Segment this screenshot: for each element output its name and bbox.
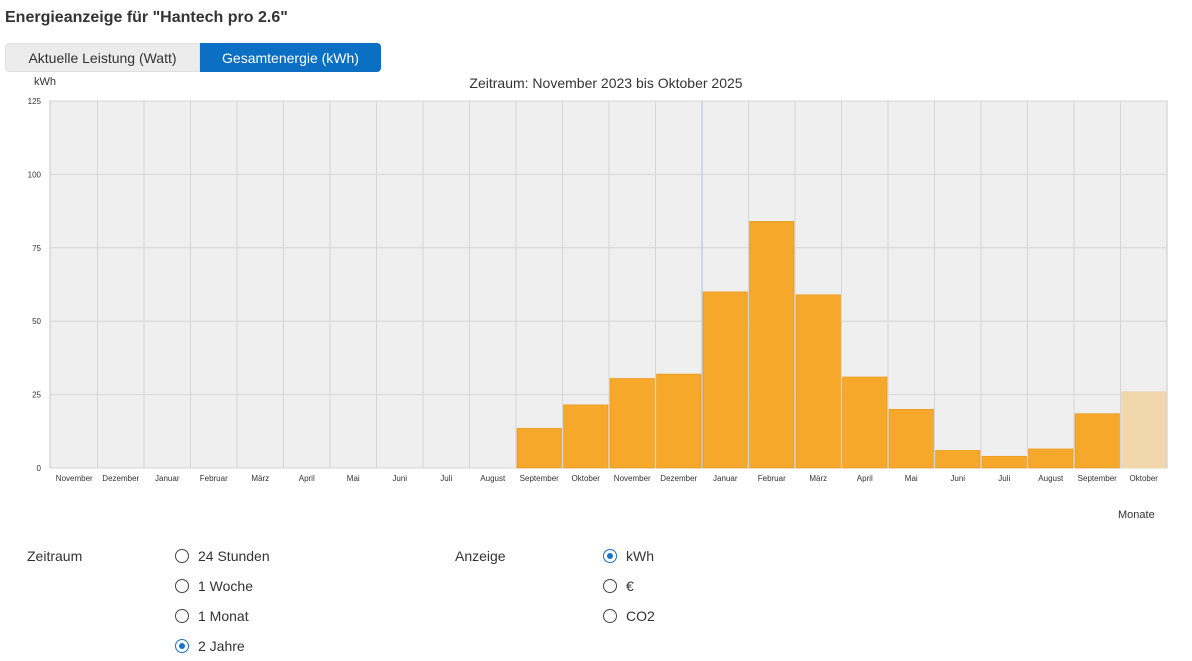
radio-button[interactable] <box>175 549 189 563</box>
radio-label: 24 Stunden <box>198 548 270 564</box>
x-tick-label: November <box>56 474 93 483</box>
x-tick-label: August <box>1038 474 1064 483</box>
x-tick-label: September <box>520 474 559 483</box>
chart-period-title: Zeitraum: November 2023 bis Oktober 2025 <box>469 75 743 91</box>
x-tick-label: September <box>1078 474 1117 483</box>
radio-button[interactable] <box>603 609 617 623</box>
x-tick-label: April <box>299 474 315 483</box>
period-option-month[interactable]: 1 Monat <box>175 608 249 624</box>
page-title: Energieanzeige für "Hantech pro 2.6" <box>5 9 288 26</box>
bar-current-month <box>1121 391 1167 469</box>
x-tick-label: Juli <box>998 474 1010 483</box>
bar <box>888 408 934 469</box>
x-tick-label: April <box>857 474 873 483</box>
y-tick-label: 100 <box>28 170 42 179</box>
display-option-kwh[interactable]: kWh <box>603 548 654 564</box>
radio-button[interactable] <box>175 609 189 623</box>
radio-label: € <box>626 578 634 594</box>
radio-label: 2 Jahre <box>198 638 245 654</box>
radio-label: 1 Monat <box>198 608 249 624</box>
x-tick-label: Januar <box>713 474 738 483</box>
x-tick-label: Februar <box>758 474 786 483</box>
tab-total-energy[interactable]: Gesamtenergie (kWh) <box>200 43 381 72</box>
period-label: Zeitraum <box>27 548 83 564</box>
y-tick-label: 0 <box>37 464 42 473</box>
bar <box>656 373 702 469</box>
bar <box>749 221 795 469</box>
radio-label: CO2 <box>626 608 655 624</box>
bar <box>563 404 609 469</box>
radio-label: 1 Woche <box>198 578 253 594</box>
y-tick-label: 75 <box>32 244 41 253</box>
bar <box>516 428 562 469</box>
x-axis-label: Monate <box>1118 509 1155 521</box>
bar <box>609 378 655 469</box>
bar <box>981 455 1027 469</box>
x-tick-label: August <box>480 474 506 483</box>
x-tick-label: Oktober <box>1130 474 1159 483</box>
bar <box>842 376 888 469</box>
display-option-co2[interactable]: CO2 <box>603 608 655 624</box>
bar <box>1028 448 1074 469</box>
bar <box>702 291 748 469</box>
bar <box>795 294 841 469</box>
x-tick-label: November <box>614 474 651 483</box>
tab-current-power[interactable]: Aktuelle Leistung (Watt) <box>5 43 200 72</box>
x-tick-label: Mai <box>905 474 918 483</box>
bar <box>1074 413 1120 469</box>
period-option-week[interactable]: 1 Woche <box>175 578 253 594</box>
x-tick-label: Januar <box>155 474 180 483</box>
period-option-2years[interactable]: 2 Jahre <box>175 638 245 654</box>
radio-button[interactable] <box>603 579 617 593</box>
y-tick-label: 50 <box>32 317 41 326</box>
radio-button[interactable] <box>175 579 189 593</box>
x-tick-label: Juni <box>392 474 407 483</box>
x-tick-label: Dezember <box>660 474 697 483</box>
radio-label: kWh <box>626 548 654 564</box>
x-tick-label: Mai <box>347 474 360 483</box>
y-axis-unit-label: kWh <box>34 76 56 88</box>
x-tick-label: Dezember <box>102 474 139 483</box>
x-tick-label: März <box>251 474 269 483</box>
x-tick-label: Oktober <box>572 474 601 483</box>
radio-button[interactable] <box>175 639 189 653</box>
view-tabs: Aktuelle Leistung (Watt) Gesamtenergie (… <box>5 43 381 72</box>
x-tick-label: Juli <box>440 474 452 483</box>
x-tick-label: Februar <box>200 474 228 483</box>
y-tick-label: 125 <box>28 97 42 106</box>
y-tick-label: 25 <box>32 391 41 400</box>
period-option-24h[interactable]: 24 Stunden <box>175 548 270 564</box>
x-tick-label: März <box>809 474 827 483</box>
energy-bar-chart: 0 25 50 75 100 125 November Dezember Januar Febr… <box>28 97 1168 483</box>
display-option-euro[interactable]: € <box>603 578 634 594</box>
display-label: Anzeige <box>455 548 506 564</box>
bar <box>935 450 981 469</box>
x-tick-label: Juni <box>950 474 965 483</box>
radio-button[interactable] <box>603 549 617 563</box>
